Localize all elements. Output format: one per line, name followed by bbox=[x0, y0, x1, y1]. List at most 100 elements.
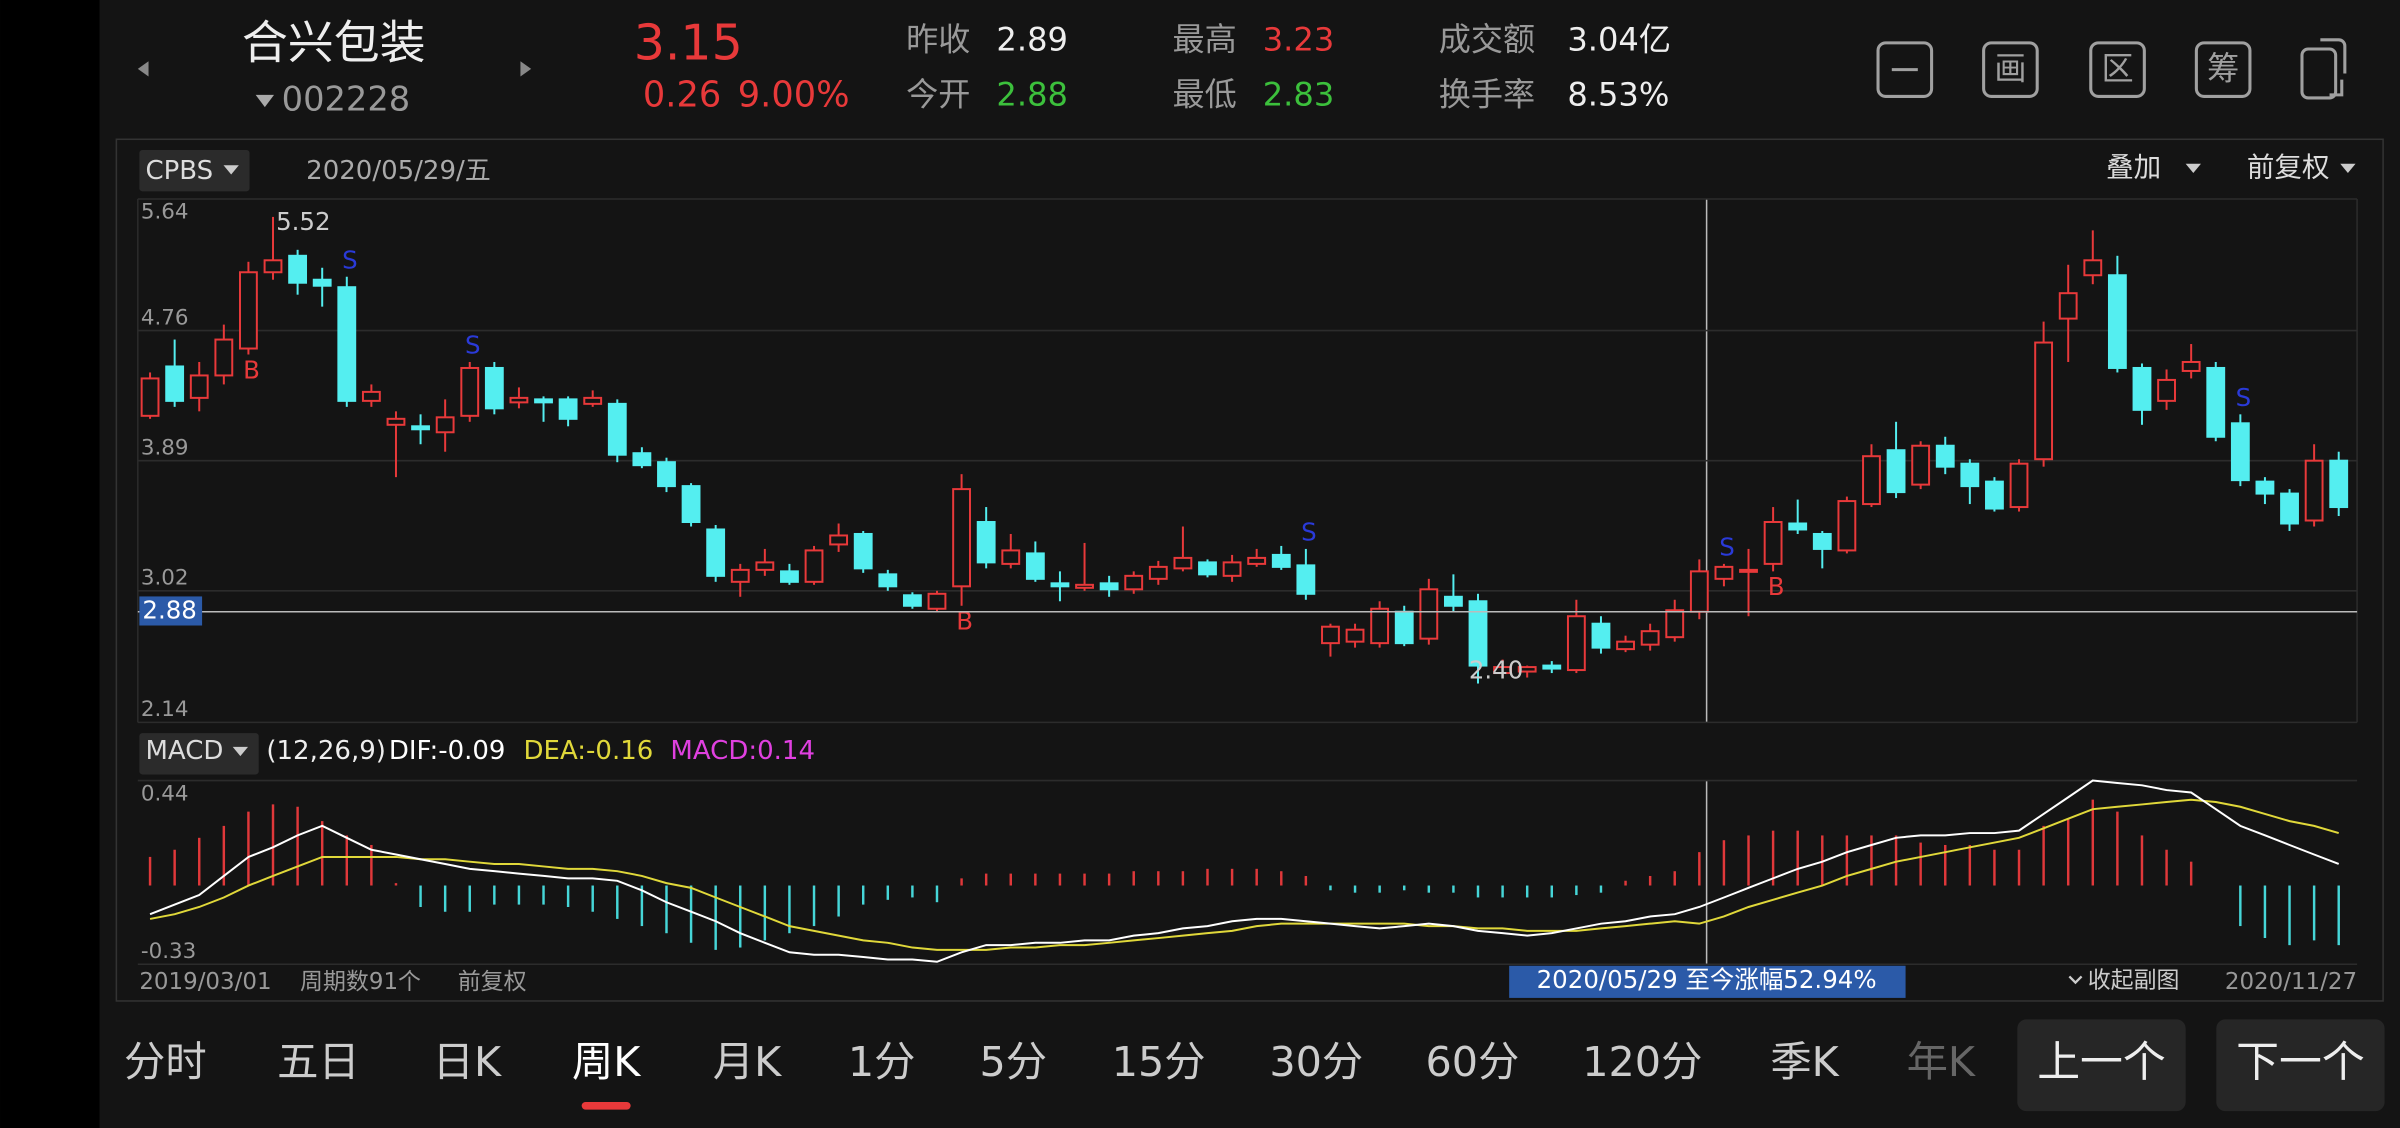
candle-body bbox=[1173, 556, 1193, 570]
macd-box[interactable] bbox=[139, 733, 259, 775]
tab[interactable]: 5分 bbox=[979, 1038, 1047, 1086]
tab[interactable]: 五日 bbox=[277, 1038, 360, 1086]
candle-body bbox=[2107, 274, 2127, 369]
candle-body bbox=[288, 254, 308, 284]
phone-icon-part bbox=[2320, 38, 2347, 97]
tab[interactable]: 月K bbox=[713, 1038, 782, 1086]
tool-icon[interactable] bbox=[2194, 41, 2252, 98]
collapse-label[interactable]: 收起副图 bbox=[2088, 968, 2180, 994]
nav-button-label[interactable]: 下一个 bbox=[2236, 1038, 2365, 1088]
left-strip bbox=[0, 0, 100, 1128]
candle-body bbox=[1419, 588, 1439, 640]
tab[interactable]: 60分 bbox=[1425, 1038, 1519, 1086]
macd-dropdown bbox=[232, 746, 249, 757]
next-stock-arrow[interactable] bbox=[520, 61, 532, 77]
candle-body bbox=[361, 390, 381, 402]
candle-body bbox=[2304, 459, 2324, 522]
tab[interactable]: 季K bbox=[1770, 1038, 1839, 1086]
y-tick-label: 3.89 bbox=[141, 435, 189, 460]
candle-body bbox=[2280, 492, 2299, 525]
nav-button-label[interactable]: 上一个 bbox=[2037, 1038, 2166, 1088]
candle-body bbox=[239, 271, 258, 350]
candle-body bbox=[1247, 556, 1267, 565]
candle-body bbox=[2034, 341, 2054, 461]
candle-body bbox=[1050, 582, 1070, 588]
candle-body bbox=[534, 398, 553, 404]
indicator-label[interactable]: CPBS bbox=[145, 156, 213, 186]
candle-body bbox=[2132, 366, 2152, 411]
candle-body bbox=[1788, 522, 1808, 531]
tool-label[interactable]: 画 bbox=[1994, 49, 2026, 87]
candle-body bbox=[1025, 552, 1045, 580]
candle-body bbox=[657, 461, 676, 488]
candle-body bbox=[2157, 378, 2176, 402]
prev-button[interactable] bbox=[2017, 1019, 2186, 1112]
tab[interactable]: 120分 bbox=[1582, 1038, 1702, 1086]
candle-body bbox=[2181, 360, 2201, 372]
range-label: 2020/05/29 至今涨幅52.94% bbox=[1537, 965, 1877, 994]
next-button[interactable] bbox=[2216, 1019, 2385, 1112]
y-tick-label: 0.44 bbox=[141, 781, 189, 806]
tool-label[interactable]: 筹 bbox=[2207, 49, 2239, 87]
candle-body bbox=[165, 365, 185, 402]
y-tick-label: 3.02 bbox=[141, 566, 189, 591]
signal: S bbox=[1301, 518, 1317, 547]
candle-body bbox=[2206, 366, 2226, 438]
candle-body bbox=[1124, 574, 1144, 591]
overlay-label[interactable]: 叠加 bbox=[2106, 151, 2161, 183]
tab[interactable]: 1分 bbox=[848, 1038, 916, 1086]
candle-body bbox=[1198, 561, 1217, 576]
collapse-icon[interactable] bbox=[2068, 975, 2083, 985]
phone-icon[interactable] bbox=[2300, 47, 2338, 100]
candle-body bbox=[607, 402, 627, 456]
tab[interactable]: 周K bbox=[572, 1038, 641, 1086]
y-tick-label: 2.14 bbox=[141, 697, 189, 722]
prev-stock-arrow[interactable] bbox=[137, 61, 149, 77]
tab[interactable]: 15分 bbox=[1112, 1038, 1206, 1086]
stat-label: 最低 bbox=[1172, 75, 1236, 113]
stat-value: 2.83 bbox=[1263, 75, 1335, 113]
code-dropdown[interactable] bbox=[255, 94, 275, 108]
stat-label: 换手率 bbox=[1439, 75, 1535, 113]
tool-icon[interactable] bbox=[1876, 41, 1934, 98]
indicator-box[interactable] bbox=[139, 149, 250, 192]
end-date: 2020/11/27 bbox=[2225, 969, 2357, 995]
candle-body bbox=[1640, 630, 1660, 646]
stock-name: 合兴包装 bbox=[242, 15, 426, 69]
indicator-dropdown bbox=[223, 165, 239, 175]
selected-date: 2020/05/29/五 bbox=[306, 156, 491, 186]
candle-body bbox=[214, 338, 234, 377]
tab[interactable]: 分时 bbox=[124, 1038, 207, 1086]
candle-body bbox=[1345, 628, 1365, 643]
candle-body bbox=[1886, 449, 1906, 494]
dea-label: DEA:-0.16 bbox=[524, 736, 654, 766]
tool-icon[interactable] bbox=[2089, 41, 2146, 98]
tab[interactable]: 年K bbox=[1907, 1038, 1976, 1086]
candle-body bbox=[1493, 666, 1513, 675]
tool-label[interactable]: 区 bbox=[2101, 49, 2133, 87]
tab-underline bbox=[581, 1101, 631, 1110]
tool-icon[interactable] bbox=[1982, 41, 2039, 98]
candle-body bbox=[1222, 561, 1242, 577]
candle-body bbox=[1911, 444, 1931, 486]
macd-label: MACD:0.14 bbox=[670, 736, 815, 766]
price-change-pct: 9.00% bbox=[738, 74, 850, 115]
price-change: 0.26 bbox=[643, 74, 721, 115]
tab[interactable]: 30分 bbox=[1269, 1038, 1363, 1086]
candle-body bbox=[976, 521, 996, 564]
low-label: 2.40 bbox=[1469, 655, 1523, 684]
candle-body bbox=[2058, 292, 2078, 320]
candle-body bbox=[1296, 564, 1316, 595]
candle-body bbox=[1394, 610, 1414, 645]
candle-body bbox=[140, 377, 160, 417]
candle-body bbox=[1099, 582, 1119, 591]
macd-title[interactable]: MACD bbox=[145, 736, 223, 766]
high-label: 5.52 bbox=[276, 207, 330, 236]
adjust-label[interactable]: 前复权 bbox=[2247, 151, 2330, 183]
candle-body bbox=[730, 568, 750, 583]
tab[interactable]: 日K bbox=[433, 1038, 502, 1086]
candle-body bbox=[558, 398, 578, 420]
candle-body bbox=[312, 278, 332, 287]
